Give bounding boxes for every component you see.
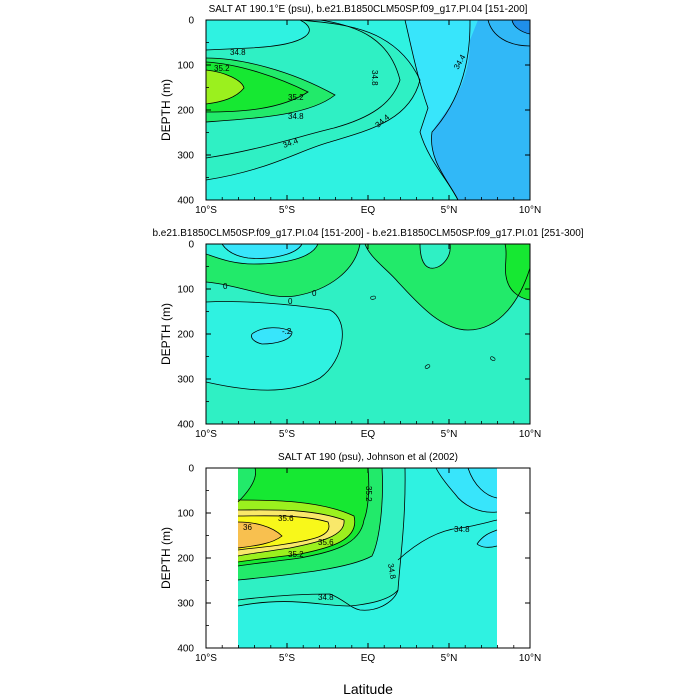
p3-xtick-label-0: 10°S — [195, 653, 217, 664]
p1-xtick-label-1: 5°S — [279, 205, 296, 216]
p3-ytick-label-2: 200 — [177, 554, 194, 565]
fill-cyan-top-right-inner — [468, 468, 497, 498]
p1-ytick-label-4: 400 — [177, 196, 194, 207]
fill-teal-notch — [420, 244, 451, 269]
panel3-title: SALT AT 190 (psu), Johnson et al (2002) — [278, 452, 458, 463]
p3-xtick-label-4: 10°N — [519, 653, 541, 664]
p1-ytick-label-1: 100 — [177, 61, 194, 72]
p2-ytick-label-0: 0 — [188, 240, 194, 251]
p1-ytick-label-0: 0 — [188, 16, 194, 27]
panel3-contour-lines — [237, 468, 498, 611]
panel2-contour-lines — [206, 244, 530, 391]
fill-deepest-blue — [512, 20, 530, 34]
p3-ytick-label-1: 100 — [177, 509, 194, 520]
panel3-ylabel: DEPTH (m) — [159, 527, 173, 589]
p2-label-0: 0 — [223, 282, 228, 291]
panel2-contour-fill — [206, 244, 530, 424]
p2-ytick-label-2: 200 — [177, 330, 194, 341]
p3-label-1: 35.6 — [278, 514, 294, 523]
p1-xtick-label-2: EQ — [361, 205, 376, 216]
p3-label-6: 34.8 — [386, 563, 398, 580]
p1-label-3: 34.8 — [288, 112, 304, 121]
p2-label-4: -.2 — [282, 327, 292, 336]
fill-cyan-blob — [251, 327, 292, 344]
fill-aqua-top — [206, 20, 310, 50]
panel1-contour-lines — [206, 20, 530, 200]
p3-label-4: 35.2 — [288, 550, 304, 559]
panel2-contour-labels: 0 0 0 0 -.2 0 0 — [223, 282, 498, 371]
fill-bright-green-right — [505, 244, 530, 300]
fill-bright-green — [206, 62, 308, 112]
p2-ytick-label-1: 100 — [177, 285, 194, 296]
panel2-title: b.e21.B1850CLM50SP.f09_g17.PI.04 [151-20… — [152, 228, 583, 239]
p2-label-6: 0 — [488, 354, 498, 363]
p1-label-1: 35.2 — [214, 64, 230, 73]
mask-left — [206, 468, 238, 648]
fill-blue — [431, 20, 530, 200]
p1-ytick-label-2: 200 — [177, 106, 194, 117]
p1-xtick-label-3: 5°N — [441, 205, 458, 216]
p2-ytick-label-4: 400 — [177, 420, 194, 431]
p3-xtick-label-3: 5°N — [441, 653, 458, 664]
panel1-contour-fill — [206, 20, 530, 200]
p3-label-5: 34.8 — [454, 525, 470, 534]
p3-xtick-label-1: 5°S — [279, 653, 296, 664]
p2-xtick-label-0: 10°S — [195, 429, 217, 440]
panel3-xlabel: Latitude — [343, 681, 393, 697]
p1-label-0: 34.8 — [230, 48, 246, 57]
p1-xtick-label-0: 10°S — [195, 205, 217, 216]
p3-xtick-label-2: EQ — [361, 653, 376, 664]
p2-ytick-label-3: 300 — [177, 375, 194, 386]
p1-ytick-label-3: 300 — [177, 151, 194, 162]
panel2-ylabel: DEPTH (m) — [159, 303, 173, 365]
p3-label-3: 35.6 — [318, 538, 334, 547]
fill-cyan-blob-right — [477, 530, 497, 548]
p1-label-2: 35.2 — [288, 93, 304, 102]
p3-label-2: 36 — [243, 523, 252, 532]
p2-xtick-label-2: EQ — [361, 429, 376, 440]
p3-label-0: 35.2 — [364, 486, 373, 502]
panel1-ylabel: DEPTH (m) — [159, 79, 173, 141]
p1-label-4: 34.8 — [370, 70, 379, 86]
p1-xtick-label-4: 10°N — [519, 205, 541, 216]
mask-right — [497, 468, 530, 648]
p3-ytick-label-0: 0 — [188, 464, 194, 475]
p2-xtick-label-4: 10°N — [519, 429, 541, 440]
p2-label-3: 0 — [368, 295, 378, 301]
p3-ytick-label-3: 300 — [177, 599, 194, 610]
p2-xtick-label-1: 5°S — [279, 429, 296, 440]
fill-aqua-mid — [206, 301, 343, 391]
p3-label-7: 34.8 — [318, 593, 334, 602]
p2-label-5: 0 — [422, 363, 432, 372]
p2-label-2: 0 — [312, 289, 317, 298]
p2-label-1: 0 — [288, 297, 293, 306]
panel1-contour-labels: 34.8 35.2 35.2 34.8 34.8 34.4 34.4 34.4 — [214, 48, 468, 150]
fill-cyan-top — [222, 244, 302, 259]
panel1-title: SALT AT 190.1°E (psu), b.e21.B1850CLM50S… — [209, 4, 528, 15]
p3-ytick-label-4: 400 — [177, 644, 194, 655]
panel3-contour-labels: 35.2 35.6 36 35.6 35.2 34.8 34.8 34.8 — [243, 486, 470, 602]
p2-xtick-label-3: 5°N — [441, 429, 458, 440]
fill-green-right — [365, 244, 530, 330]
